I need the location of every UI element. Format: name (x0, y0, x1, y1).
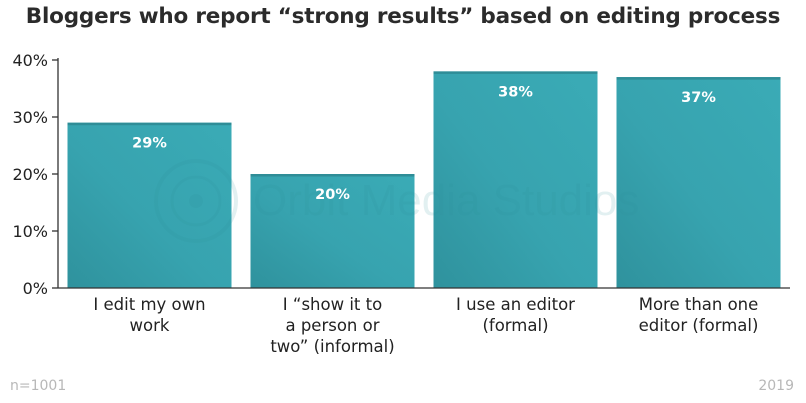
bar (433, 71, 598, 289)
y-tick-label: 10% (12, 222, 48, 241)
bar (250, 174, 415, 288)
x-category-label-line: I use an editor (456, 295, 575, 314)
x-category-label: I use an editor (formal) (431, 294, 601, 336)
chart-title: Bloggers who report “strong results” bas… (25, 4, 781, 29)
bar-top-edge (616, 77, 781, 80)
bar-value-label: 37% (681, 90, 716, 106)
x-category-label: I “show it to a person or two” (informal) (248, 294, 418, 357)
bar-value-label: 29% (132, 136, 167, 152)
y-tick-label: 20% (12, 165, 48, 184)
bar-value-label: 20% (315, 187, 350, 203)
x-category-label-line: (formal) (482, 316, 549, 335)
bar (67, 122, 232, 288)
year-note: 2019 (758, 378, 794, 394)
x-category-label-line: a person or (285, 316, 380, 335)
bar-top-edge (433, 71, 598, 74)
x-category-label: I edit my own work (65, 294, 235, 336)
y-tick-label: 40% (12, 51, 48, 70)
x-category-label-line: work (129, 316, 170, 335)
x-category-label: More than one editor (formal) (614, 294, 784, 336)
x-category-label-line: two” (informal) (270, 337, 395, 356)
x-category-label-line: I edit my own (93, 295, 206, 314)
bar-value-label: 38% (498, 84, 533, 100)
watermark-logo-dot (189, 194, 203, 208)
watermark-text: Orbit Media Studios (253, 176, 639, 225)
x-category-label-line: I “show it to (282, 295, 383, 314)
x-category-label-line: More than one (638, 295, 759, 314)
bar (616, 77, 781, 288)
bar-top-edge (67, 122, 232, 126)
x-category-label-line: editor (formal) (638, 316, 759, 335)
watermark-logo-inner-ring (170, 175, 222, 227)
y-tick-label: 30% (12, 108, 48, 127)
bar-top-edge (250, 174, 415, 177)
sample-size-note: n=1001 (10, 378, 67, 394)
y-tick-label: 0% (23, 279, 48, 298)
watermark-logo-outer-ring (154, 159, 238, 243)
